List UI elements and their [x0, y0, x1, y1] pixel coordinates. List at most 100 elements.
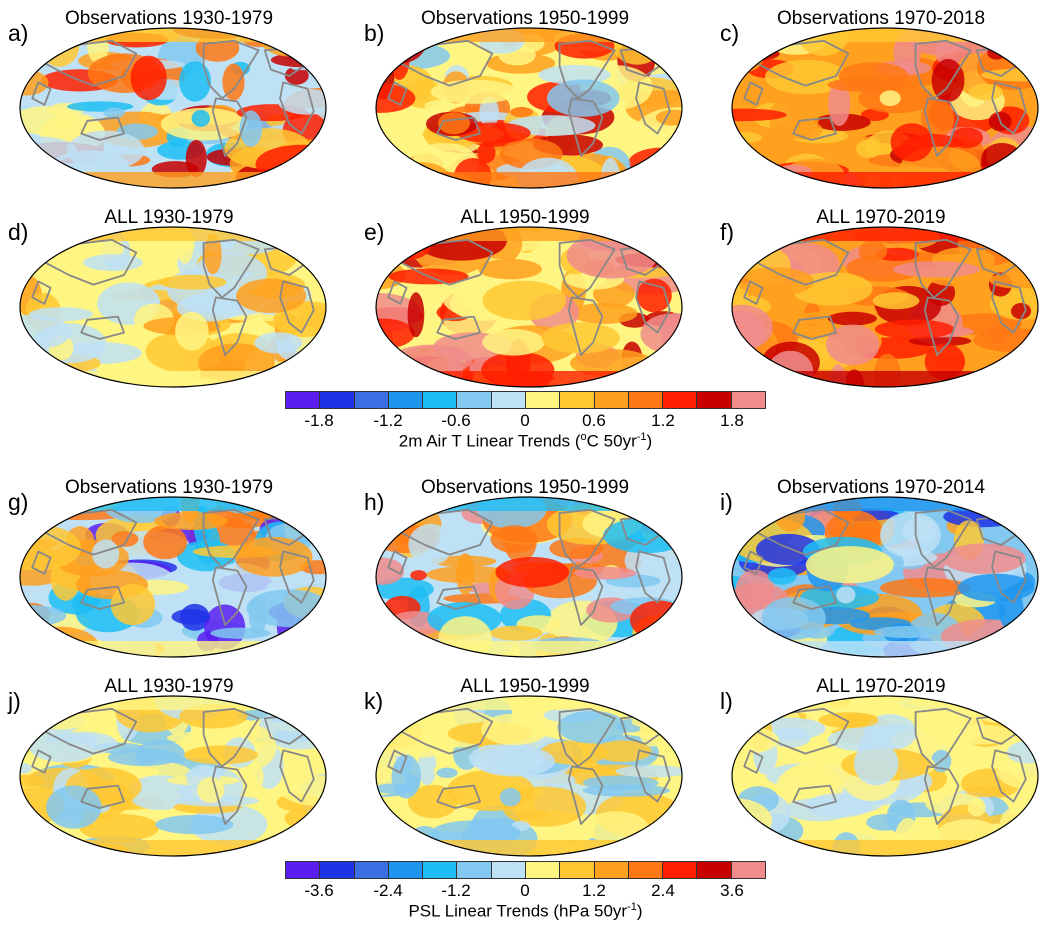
trend-contour-blob — [291, 237, 326, 270]
trend-contour-blob — [996, 753, 1038, 790]
coastline — [43, 238, 138, 286]
coastline — [387, 280, 408, 305]
coastline — [567, 296, 604, 356]
temperature-colorbar-tick: 0.6 — [582, 411, 606, 430]
trend-contour-blob — [111, 531, 139, 547]
coastline — [923, 97, 960, 157]
panel-letter: l) — [720, 688, 733, 714]
trend-contour-blob — [277, 88, 326, 115]
trend-contour-blob — [456, 553, 475, 595]
coastline — [991, 81, 1027, 135]
map-border — [375, 27, 683, 189]
map-panel: a) Observations 1930-1979 — [8, 8, 330, 189]
map-panel: e) ALL 1950-1999 — [364, 207, 686, 388]
world-map-svg — [375, 695, 683, 857]
map-panel: b) Observations 1950-1999 — [364, 8, 686, 189]
trend-contour-blob — [469, 742, 545, 775]
trend-contour-blob — [21, 368, 60, 387]
trend-contour-blob — [1006, 741, 1038, 764]
trend-contour-blob — [836, 586, 856, 604]
panel-title: Observations 1970-2018 — [776, 8, 986, 29]
trend-contour-blob — [386, 238, 406, 256]
coastline — [558, 39, 616, 100]
colorbar-swatch — [423, 862, 458, 878]
map-panel: h) Observations 1950-1999 — [364, 477, 686, 658]
map-border — [731, 226, 1039, 388]
coastline — [436, 585, 481, 610]
trend-contour-blob — [732, 44, 764, 74]
coastline — [755, 707, 850, 755]
colorbar-swatch — [594, 392, 629, 408]
trend-contour-blob — [376, 635, 441, 657]
map-border — [19, 27, 327, 189]
coastline — [923, 765, 960, 825]
trend-contour-blob — [20, 106, 77, 135]
trend-contour-blob — [20, 762, 32, 774]
coastline — [279, 81, 315, 135]
panel-title: Observations 1930-1979 — [64, 8, 274, 29]
map-border — [375, 695, 683, 857]
trend-contour-blob — [805, 546, 894, 584]
trend-contour-blob — [1004, 838, 1038, 852]
polar-trend-band — [376, 371, 682, 387]
coastline — [202, 508, 260, 569]
trend-contour-blob — [874, 319, 955, 340]
colorbar-swatch — [354, 862, 389, 878]
coastline — [991, 749, 1027, 803]
trend-contour-blob — [490, 525, 538, 554]
trend-contour-blob — [774, 502, 806, 532]
trend-contour-blob — [828, 81, 851, 126]
trend-contour-blob — [788, 761, 850, 785]
world-map-svg — [375, 226, 683, 388]
temperature-colorbar-tick: -0.6 — [441, 411, 471, 430]
trend-contour-blob — [284, 66, 309, 85]
trend-contour-blob — [255, 144, 326, 184]
polar-trend-band — [376, 172, 682, 188]
trend-contour-blob — [410, 570, 427, 581]
trend-contour-blob — [732, 820, 766, 842]
coastline — [31, 550, 52, 575]
trend-contour-blob — [204, 233, 222, 275]
coastline — [279, 550, 315, 604]
map-panel: d) ALL 1930-1979 — [8, 207, 330, 388]
trend-contour-blob — [92, 539, 120, 569]
coastline — [743, 81, 764, 106]
polar-trend-band — [20, 641, 326, 657]
trend-contour-blob — [735, 569, 775, 609]
panel-title: ALL 1970-2019 — [816, 207, 946, 228]
trend-contour-blob — [376, 254, 398, 273]
trend-contour-blob — [438, 112, 470, 135]
coastline — [436, 116, 481, 141]
trend-contour-blob — [1012, 158, 1038, 173]
trend-contour-blob — [57, 28, 92, 42]
trend-contour-blob — [846, 254, 922, 282]
map-border — [19, 226, 327, 388]
coastline — [743, 550, 764, 575]
coastline — [399, 238, 494, 286]
trend-contour-blob — [477, 142, 496, 164]
trend-contour-blob — [184, 745, 258, 765]
coastline — [743, 749, 764, 774]
trend-contour-blob — [23, 626, 100, 657]
trend-contour-blob — [20, 635, 111, 657]
polar-trend-band — [376, 641, 682, 657]
coastline — [387, 749, 408, 774]
trend-contour-blob — [603, 517, 682, 554]
panel-title: Observations 1950-1999 — [420, 8, 630, 29]
coastline — [558, 508, 616, 569]
trend-contour-blob — [957, 573, 1035, 602]
trend-contour-blob — [222, 63, 245, 101]
coastline — [80, 784, 125, 809]
trend-contour-blob — [940, 619, 1030, 655]
polar-trend-band — [732, 641, 1038, 657]
trend-contour-blob — [582, 784, 670, 797]
trend-contour-blob — [630, 848, 663, 856]
trend-contour-blob — [20, 829, 59, 856]
colorbar-swatch — [697, 392, 732, 408]
trend-contour-blob — [613, 28, 662, 65]
coastline — [755, 238, 850, 286]
panel-title: ALL 1950-1999 — [460, 207, 590, 228]
colorbar-swatch — [628, 862, 664, 878]
pressure-colorbar-title: PSL Linear Trends (hPa 50yr-1) — [408, 901, 643, 921]
trend-contour-blob — [479, 96, 499, 128]
